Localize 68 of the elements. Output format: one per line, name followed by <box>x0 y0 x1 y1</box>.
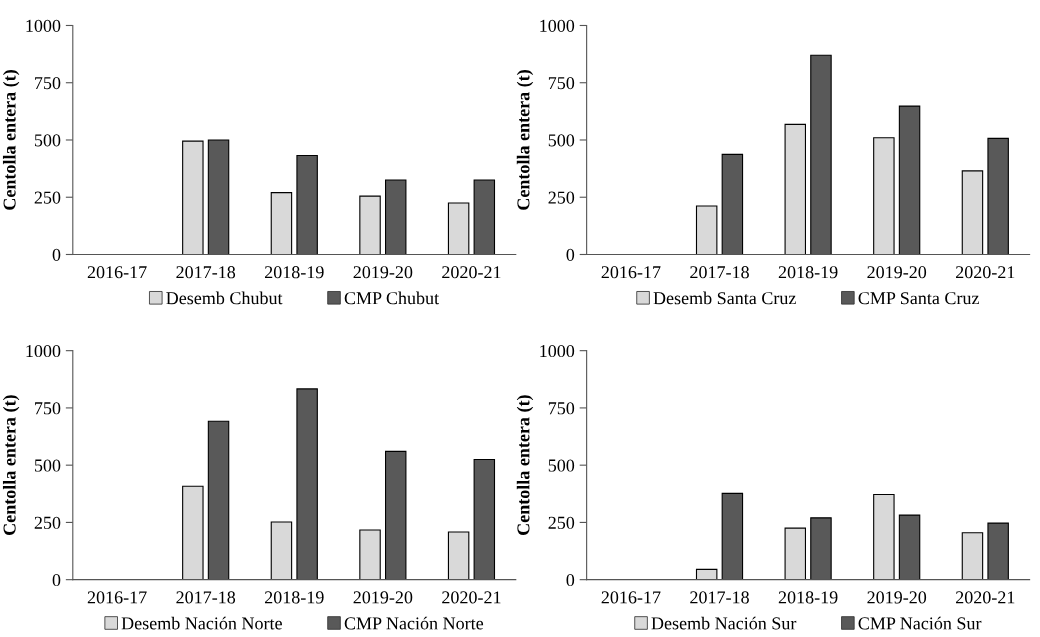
y-tick-label: 500 <box>548 459 575 472</box>
y-tick-label: 0 <box>52 573 61 587</box>
y-tick-label: 0 <box>566 573 575 587</box>
bar <box>961 532 984 580</box>
y-tick-label: 750 <box>35 402 61 415</box>
legend-label: CMP Nación Norte <box>344 616 484 630</box>
y-tick-label: 500 <box>548 134 575 147</box>
x-tick-label: 2020-21 <box>442 266 501 279</box>
y-tick-label: 1000 <box>26 19 61 32</box>
bar <box>270 192 293 255</box>
bar <box>182 485 204 580</box>
x-tick-label: 2020-21 <box>956 591 1015 604</box>
bar <box>447 531 470 580</box>
bar <box>961 170 984 255</box>
bar <box>359 195 381 255</box>
legend-label: Desemb Nación Norte <box>121 616 282 630</box>
legend-label: CMP Santa Cruz <box>858 292 979 305</box>
y-tick-label: 750 <box>548 402 575 415</box>
legend-label: Desemb Nación Sur <box>651 616 797 630</box>
legend-label: CMP Chubut <box>344 291 439 305</box>
y-axis-title: Centolla entera (t) <box>516 70 534 210</box>
x-tick-label: 2018-19 <box>778 591 838 604</box>
y-tick-label: 1000 <box>540 344 575 358</box>
y-tick-label: 750 <box>548 76 575 90</box>
y-axis-title: Centolla entera (t) <box>516 395 534 535</box>
x-tick-label: 2019-20 <box>867 591 927 604</box>
y-tick-label: 250 <box>34 191 61 204</box>
y-tick-label: 500 <box>34 459 61 472</box>
y-tick-label: 250 <box>548 191 575 204</box>
legend-label: CMP Nación Sur <box>858 616 982 630</box>
bar <box>695 205 718 255</box>
y-axis-title: Centolla entera (t) <box>2 70 20 210</box>
y-tick-label: 250 <box>548 516 575 529</box>
x-tick-label: 2016-17 <box>87 266 147 279</box>
bar <box>359 529 381 580</box>
legend-label: Desemb Santa Cruz <box>653 291 796 305</box>
x-tick-label: 2020-21 <box>956 266 1015 279</box>
x-tick-label: 2017-18 <box>690 591 749 604</box>
x-tick-label: 2017-18 <box>690 266 749 279</box>
x-tick-label: 2017-18 <box>176 266 236 279</box>
bar <box>270 521 293 580</box>
x-tick-label: 2019-20 <box>867 266 927 279</box>
x-tick-label: 2016-17 <box>601 591 661 604</box>
bar <box>873 493 895 580</box>
x-tick-label: 2019-20 <box>353 591 413 604</box>
bar <box>447 202 470 255</box>
bar <box>695 568 718 580</box>
y-tick-label: 250 <box>34 516 61 529</box>
y-axis-title: Centolla entera (t) <box>2 395 20 535</box>
x-tick-label: 2020-21 <box>442 591 501 604</box>
bar <box>784 123 807 255</box>
x-tick-label: 2016-17 <box>601 266 661 279</box>
x-tick-label: 2017-18 <box>176 591 236 604</box>
y-tick-label: 750 <box>35 76 61 90</box>
bar <box>182 140 204 255</box>
y-tick-label: 1000 <box>26 344 61 358</box>
y-tick-label: 0 <box>52 248 61 261</box>
y-tick-label: 1000 <box>540 19 575 32</box>
x-tick-label: 2018-19 <box>264 591 324 604</box>
bar <box>784 527 807 580</box>
y-tick-label: 0 <box>566 248 575 261</box>
bar <box>873 137 895 255</box>
legend-label: Desemb Chubut <box>166 291 283 305</box>
x-tick-label: 2016-17 <box>87 591 147 604</box>
x-tick-label: 2019-20 <box>353 266 413 279</box>
x-tick-label: 2018-19 <box>778 266 838 279</box>
x-tick-label: 2018-19 <box>264 266 324 279</box>
y-tick-label: 500 <box>34 134 61 147</box>
